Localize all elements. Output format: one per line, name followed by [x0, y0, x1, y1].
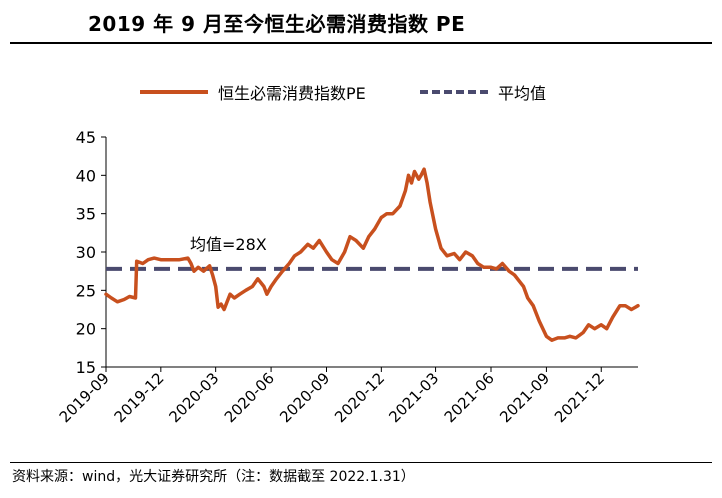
x-tick-label: 2020-03	[165, 369, 222, 426]
legend-label-series: 恒生必需消费指数PE	[218, 84, 366, 103]
y-tick-label: 35	[76, 205, 96, 224]
average-annotation: 均值=28X	[190, 235, 267, 254]
legend-item-series: 恒生必需消费指数PE	[140, 80, 366, 104]
x-tick-label: 2019-09	[56, 369, 113, 426]
x-tick-label: 2021-12	[551, 369, 608, 426]
legend-swatch-average	[420, 90, 488, 94]
x-tick-label: 2020-09	[276, 369, 333, 426]
legend-item-average: 平均值	[420, 80, 546, 104]
x-tick-label: 2021-03	[385, 369, 442, 426]
source-divider	[10, 462, 712, 463]
y-tick-label: 20	[76, 320, 96, 339]
x-tick-label: 2020-06	[221, 369, 278, 426]
x-tick-label: 2021-06	[441, 369, 498, 426]
y-tick-label: 15	[76, 358, 96, 377]
y-tick-label: 30	[76, 243, 96, 262]
x-tick-label: 2019-12	[111, 369, 168, 426]
legend-swatch-series	[140, 90, 208, 94]
source-note: 资料来源：wind，光大证券研究所（注：数据截至 2022.1.31）	[12, 469, 415, 485]
legend-label-average: 平均值	[498, 84, 547, 103]
x-tick-label: 2020-12	[331, 369, 388, 426]
y-tick-label: 45	[76, 128, 96, 147]
y-tick-label: 40	[76, 166, 96, 185]
series-line-pe	[104, 167, 640, 342]
x-tick-label: 2021-09	[496, 369, 553, 426]
chart-title: 2019 年 9 月至今恒生必需消费指数 PE	[88, 12, 466, 36]
y-tick-label: 25	[76, 281, 96, 300]
title-divider	[10, 42, 712, 44]
